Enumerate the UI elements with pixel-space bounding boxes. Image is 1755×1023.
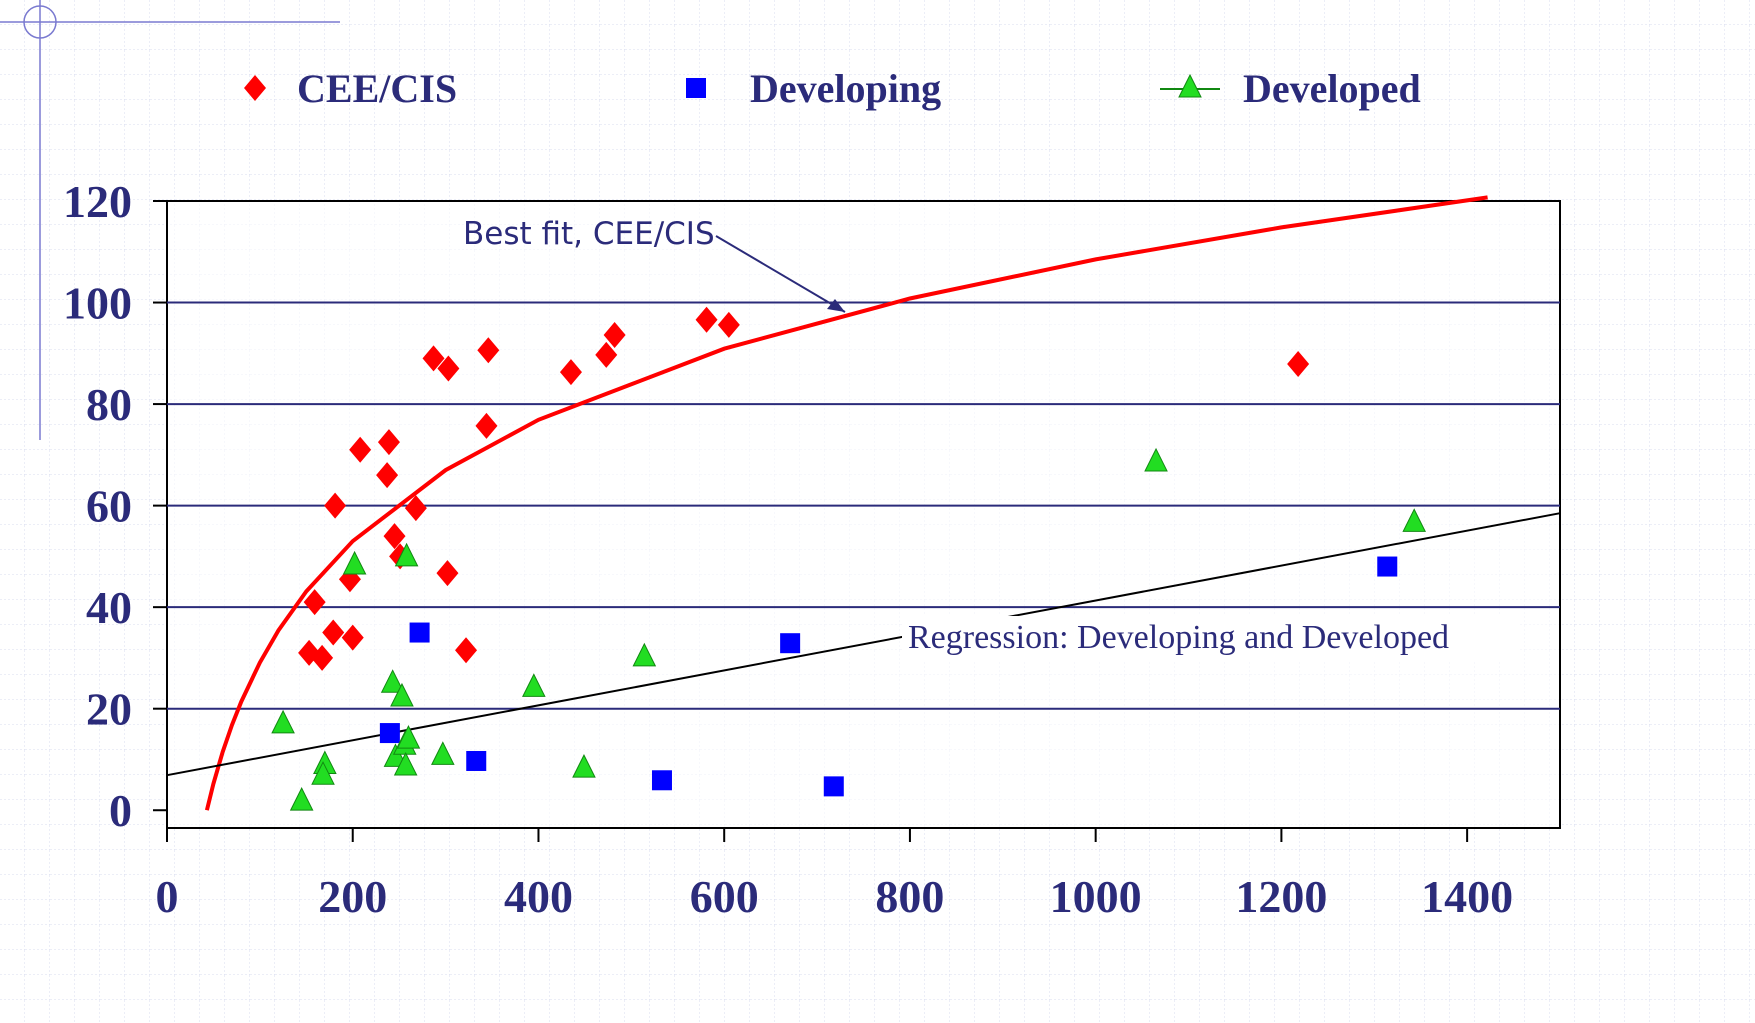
x-tick-label: 1200 <box>1235 871 1327 922</box>
fit-line <box>204 195 1488 811</box>
legend-label: Developing <box>750 66 941 111</box>
point <box>431 741 455 765</box>
point <box>695 306 718 333</box>
legend-marker <box>1178 73 1202 98</box>
point <box>780 633 801 654</box>
annotation: Best fit, CEE/CIS <box>463 216 715 252</box>
point <box>717 311 740 338</box>
point <box>437 355 460 382</box>
point <box>603 322 626 349</box>
point <box>404 495 427 522</box>
point <box>383 743 408 767</box>
point <box>311 761 335 785</box>
point <box>377 429 400 456</box>
y-tick-label: 100 <box>63 278 132 329</box>
point <box>651 770 672 791</box>
x-tick-label: 400 <box>504 871 573 922</box>
decoration <box>0 0 340 440</box>
point <box>1144 447 1168 472</box>
legend-marker <box>686 78 706 98</box>
point <box>477 337 500 364</box>
point <box>466 750 487 771</box>
point <box>1377 556 1398 577</box>
point <box>475 412 498 439</box>
y-tick-label: 80 <box>86 379 132 430</box>
point <box>632 642 657 667</box>
y-tick-label: 0 <box>109 785 132 836</box>
y-tick-label: 120 <box>63 176 132 227</box>
legend-marker <box>244 75 266 101</box>
y-tick-label: 40 <box>86 582 132 633</box>
arrow-head <box>827 299 845 312</box>
label-box <box>902 616 1518 660</box>
point <box>559 359 582 386</box>
point <box>349 436 372 463</box>
point <box>1402 508 1427 532</box>
point <box>1287 350 1310 377</box>
point <box>394 542 419 567</box>
x-tick-label: 800 <box>875 871 944 922</box>
point <box>393 751 418 776</box>
point <box>324 492 347 519</box>
x-tick-label: 200 <box>318 871 387 922</box>
point <box>380 669 405 693</box>
point <box>595 341 618 368</box>
point <box>311 644 334 671</box>
y-tick-label: 20 <box>86 684 132 735</box>
x-tick-label: 600 <box>690 871 759 922</box>
point <box>409 622 430 643</box>
point <box>289 786 314 811</box>
point <box>522 673 546 697</box>
point <box>271 709 295 734</box>
point <box>322 619 345 646</box>
point <box>342 550 367 575</box>
point <box>383 523 406 550</box>
point <box>376 462 399 489</box>
point <box>572 753 596 778</box>
x-tick-label: 1000 <box>1050 871 1142 922</box>
plot-area <box>166 200 1561 829</box>
x-tick-label: 1400 <box>1421 871 1513 922</box>
point <box>341 624 364 651</box>
point <box>390 682 414 707</box>
point <box>823 776 844 797</box>
legend-label: CEE/CIS <box>297 66 457 111</box>
annotation: Regression: Developing and Developed <box>908 619 1449 656</box>
legend-label: Developed <box>1243 66 1421 111</box>
point <box>303 589 326 616</box>
point <box>436 560 459 587</box>
arrow <box>715 235 846 313</box>
y-tick-label: 60 <box>86 481 132 532</box>
x-tick-label: 0 <box>156 871 179 922</box>
point <box>396 725 421 749</box>
point <box>422 345 445 372</box>
point <box>379 723 400 744</box>
point <box>455 637 478 664</box>
